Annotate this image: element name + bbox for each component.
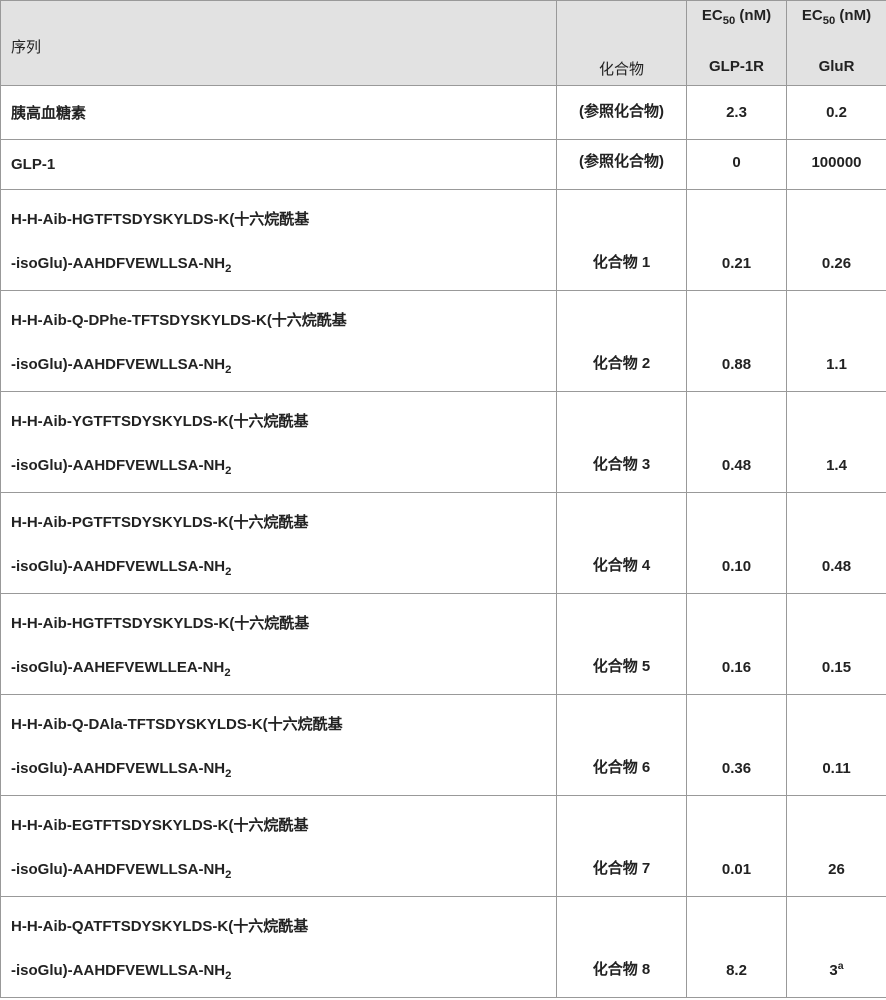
table-row: H-H-Aib-EGTFTSDYSKYLDS-K(十六烷酰基-isoGlu)-A… — [1, 796, 886, 897]
glur-value: 26 — [787, 796, 886, 897]
compound-cell: (参照化合物) — [557, 86, 687, 140]
compound-cell: 化合物 1 — [557, 190, 687, 291]
sequence-line2: -isoGlu)-AAHDFVEWLLSA-NH2 — [1, 954, 556, 997]
sequence-line1: H-H-Aib-HGTFTSDYSKYLDS-K(十六烷酰基 — [1, 190, 556, 247]
sequence-cell: H-H-Aib-HGTFTSDYSKYLDS-K(十六烷酰基-isoGlu)-A… — [1, 594, 557, 695]
compound-cell: 化合物 7 — [557, 796, 687, 897]
sequence-cell: H-H-Aib-Q-DAla-TFTSDYSKYLDS-K(十六烷酰基-isoG… — [1, 695, 557, 796]
sequence-line1: H-H-Aib-EGTFTSDYSKYLDS-K(十六烷酰基 — [1, 796, 556, 853]
glp1r-value: 0.21 — [687, 190, 787, 291]
header-ec50-glp1r: EC50 (nM) — [697, 7, 776, 24]
compound-cell: 化合物 3 — [557, 392, 687, 493]
sequence-cell: GLP-1 — [1, 140, 557, 190]
compound-cell: 化合物 4 — [557, 493, 687, 594]
sequence-line2: -isoGlu)-AAHEFVEWLLEA-NH2 — [1, 651, 556, 694]
sequence-line1: H-H-Aib-HGTFTSDYSKYLDS-K(十六烷酰基 — [1, 594, 556, 651]
table-row: H-H-Aib-HGTFTSDYSKYLDS-K(十六烷酰基-isoGlu)-A… — [1, 594, 886, 695]
glp1r-value: 0.36 — [687, 695, 787, 796]
header-glur: EC50 (nM) GluR — [787, 1, 886, 86]
sequence-line1: H-H-Aib-Q-DPhe-TFTSDYSKYLDS-K(十六烷酰基 — [1, 291, 556, 348]
table-row: H-H-Aib-QATFTSDYSKYLDS-K(十六烷酰基-isoGlu)-A… — [1, 897, 886, 998]
table-row: H-H-Aib-PGTFTSDYSKYLDS-K(十六烷酰基-isoGlu)-A… — [1, 493, 886, 594]
glur-value: 0.15 — [787, 594, 886, 695]
header-seq-label: 序列 — [11, 39, 41, 56]
compound-cell: (参照化合物) — [557, 140, 687, 190]
sequence-line2: -isoGlu)-AAHDFVEWLLSA-NH2 — [1, 449, 556, 492]
glp1r-value: 8.2 — [687, 897, 787, 998]
glur-value: 1.1 — [787, 291, 886, 392]
glur-value: 0.11 — [787, 695, 886, 796]
glur-value: 0.26 — [787, 190, 886, 291]
compound-cell: 化合物 2 — [557, 291, 687, 392]
glp1r-value: 0.10 — [687, 493, 787, 594]
glur-value: 3a — [787, 897, 886, 998]
table-row: H-H-Aib-Q-DAla-TFTSDYSKYLDS-K(十六烷酰基-isoG… — [1, 695, 886, 796]
sequence-line2: -isoGlu)-AAHDFVEWLLSA-NH2 — [1, 853, 556, 896]
glur-value: 0.2 — [787, 86, 886, 140]
compound-cell: 化合物 5 — [557, 594, 687, 695]
glp1r-value: 2.3 — [687, 86, 787, 140]
table-body: 胰高血糖素(参照化合物)2.30.2GLP-1(参照化合物)0100000H-H… — [1, 86, 886, 998]
sequence-line2: -isoGlu)-AAHDFVEWLLSA-NH2 — [1, 550, 556, 593]
compound-cell: 化合物 6 — [557, 695, 687, 796]
sequence-text: GLP-1 — [1, 140, 556, 189]
sequence-cell: H-H-Aib-HGTFTSDYSKYLDS-K(十六烷酰基-isoGlu)-A… — [1, 190, 557, 291]
sequence-cell: H-H-Aib-Q-DPhe-TFTSDYSKYLDS-K(十六烷酰基-isoG… — [1, 291, 557, 392]
header-compound: . 化合物 — [557, 1, 687, 86]
sequence-cell: H-H-Aib-EGTFTSDYSKYLDS-K(十六烷酰基-isoGlu)-A… — [1, 796, 557, 897]
glur-value: 100000 — [787, 140, 886, 190]
header-compound-label: 化合物 — [567, 58, 676, 79]
header-sequence: 序列 — [1, 1, 557, 86]
glur-value: 0.48 — [787, 493, 886, 594]
glp1r-value: 0.01 — [687, 796, 787, 897]
compound-cell: 化合物 8 — [557, 897, 687, 998]
table-row: GLP-1(参照化合物)0100000 — [1, 140, 886, 190]
compound-ec50-table: 序列 . 化合物 EC50 (nM) GLP-1R EC50 (nM) GluR… — [0, 0, 886, 998]
sequence-text: 胰高血糖素 — [1, 86, 556, 139]
glp1r-value: 0 — [687, 140, 787, 190]
sequence-cell: H-H-Aib-QATFTSDYSKYLDS-K(十六烷酰基-isoGlu)-A… — [1, 897, 557, 998]
header-ec50-glur: EC50 (nM) — [797, 7, 876, 24]
header-glur-sub: GluR — [797, 58, 876, 75]
glp1r-value: 0.48 — [687, 392, 787, 493]
sequence-line2: -isoGlu)-AAHDFVEWLLSA-NH2 — [1, 247, 556, 290]
table-header-row: 序列 . 化合物 EC50 (nM) GLP-1R EC50 (nM) GluR — [1, 1, 886, 86]
table-row: H-H-Aib-HGTFTSDYSKYLDS-K(十六烷酰基-isoGlu)-A… — [1, 190, 886, 291]
table-row: H-H-Aib-YGTFTSDYSKYLDS-K(十六烷酰基-isoGlu)-A… — [1, 392, 886, 493]
sequence-cell: H-H-Aib-YGTFTSDYSKYLDS-K(十六烷酰基-isoGlu)-A… — [1, 392, 557, 493]
sequence-cell: 胰高血糖素 — [1, 86, 557, 140]
sequence-line1: H-H-Aib-PGTFTSDYSKYLDS-K(十六烷酰基 — [1, 493, 556, 550]
glp1r-value: 0.88 — [687, 291, 787, 392]
sequence-line1: H-H-Aib-YGTFTSDYSKYLDS-K(十六烷酰基 — [1, 392, 556, 449]
header-glp1r: EC50 (nM) GLP-1R — [687, 1, 787, 86]
header-glp1r-sub: GLP-1R — [697, 58, 776, 75]
sequence-cell: H-H-Aib-PGTFTSDYSKYLDS-K(十六烷酰基-isoGlu)-A… — [1, 493, 557, 594]
table-row: 胰高血糖素(参照化合物)2.30.2 — [1, 86, 886, 140]
sequence-line1: H-H-Aib-QATFTSDYSKYLDS-K(十六烷酰基 — [1, 897, 556, 954]
sequence-line2: -isoGlu)-AAHDFVEWLLSA-NH2 — [1, 752, 556, 795]
sequence-line1: H-H-Aib-Q-DAla-TFTSDYSKYLDS-K(十六烷酰基 — [1, 695, 556, 752]
sequence-line2: -isoGlu)-AAHDFVEWLLSA-NH2 — [1, 348, 556, 391]
glur-value: 1.4 — [787, 392, 886, 493]
table-row: H-H-Aib-Q-DPhe-TFTSDYSKYLDS-K(十六烷酰基-isoG… — [1, 291, 886, 392]
glp1r-value: 0.16 — [687, 594, 787, 695]
